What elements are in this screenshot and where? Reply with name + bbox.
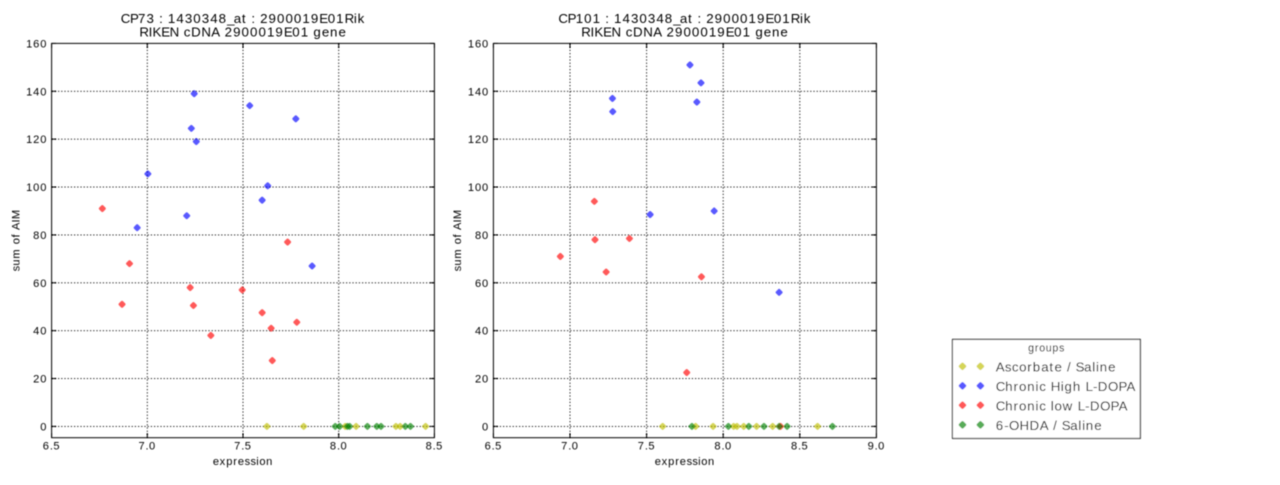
svg-text:groups: groups <box>1028 342 1064 354</box>
svg-text:8.5: 8.5 <box>426 441 443 453</box>
svg-text:expression: expression <box>655 456 714 468</box>
svg-text:80: 80 <box>475 230 488 242</box>
svg-text:Chronic low L-DOPA: Chronic low L-DOPA <box>996 399 1128 414</box>
svg-text:7.0: 7.0 <box>138 441 155 453</box>
svg-text:100: 100 <box>26 182 46 194</box>
svg-text:40: 40 <box>33 326 46 338</box>
svg-text:RIKEN cDNA 2900019E01 gene: RIKEN cDNA 2900019E01 gene <box>581 25 788 40</box>
svg-text:160: 160 <box>26 38 46 50</box>
svg-text:80: 80 <box>33 230 46 242</box>
svg-text:RIKEN cDNA 2900019E01 gene: RIKEN cDNA 2900019E01 gene <box>139 25 346 40</box>
svg-text:sum of AIM: sum of AIM <box>10 210 22 272</box>
svg-text:20: 20 <box>33 374 46 386</box>
svg-text:6.5: 6.5 <box>43 441 60 453</box>
svg-text:140: 140 <box>468 86 488 98</box>
svg-text:120: 120 <box>26 134 46 146</box>
svg-text:Ascorbate / Saline: Ascorbate / Saline <box>996 360 1116 375</box>
svg-text:CP73 : 1430348_at : 2900019E01: CP73 : 1430348_at : 2900019E01Rik <box>121 11 365 26</box>
svg-text:9.0: 9.0 <box>868 441 885 453</box>
svg-text:100: 100 <box>468 182 488 194</box>
svg-text:0: 0 <box>40 421 46 433</box>
svg-text:Chronic High L-DOPA: Chronic High L-DOPA <box>996 379 1136 394</box>
svg-text:7.5: 7.5 <box>234 441 251 453</box>
svg-text:0: 0 <box>482 421 488 433</box>
svg-text:7.5: 7.5 <box>638 441 655 453</box>
svg-text:60: 60 <box>475 278 488 290</box>
svg-text:40: 40 <box>475 326 488 338</box>
svg-text:20: 20 <box>475 374 488 386</box>
svg-text:140: 140 <box>26 86 46 98</box>
svg-text:7.0: 7.0 <box>561 441 578 453</box>
svg-text:160: 160 <box>468 38 488 50</box>
svg-text:6.5: 6.5 <box>485 441 502 453</box>
svg-text:6-OHDA / Saline: 6-OHDA / Saline <box>996 418 1102 433</box>
svg-text:60: 60 <box>33 278 46 290</box>
svg-text:120: 120 <box>468 134 488 146</box>
svg-text:8.0: 8.0 <box>714 441 731 453</box>
svg-text:8.5: 8.5 <box>791 441 808 453</box>
svg-text:expression: expression <box>213 456 272 468</box>
svg-text:8.0: 8.0 <box>330 441 347 453</box>
svg-text:sum of AIM: sum of AIM <box>452 210 464 272</box>
